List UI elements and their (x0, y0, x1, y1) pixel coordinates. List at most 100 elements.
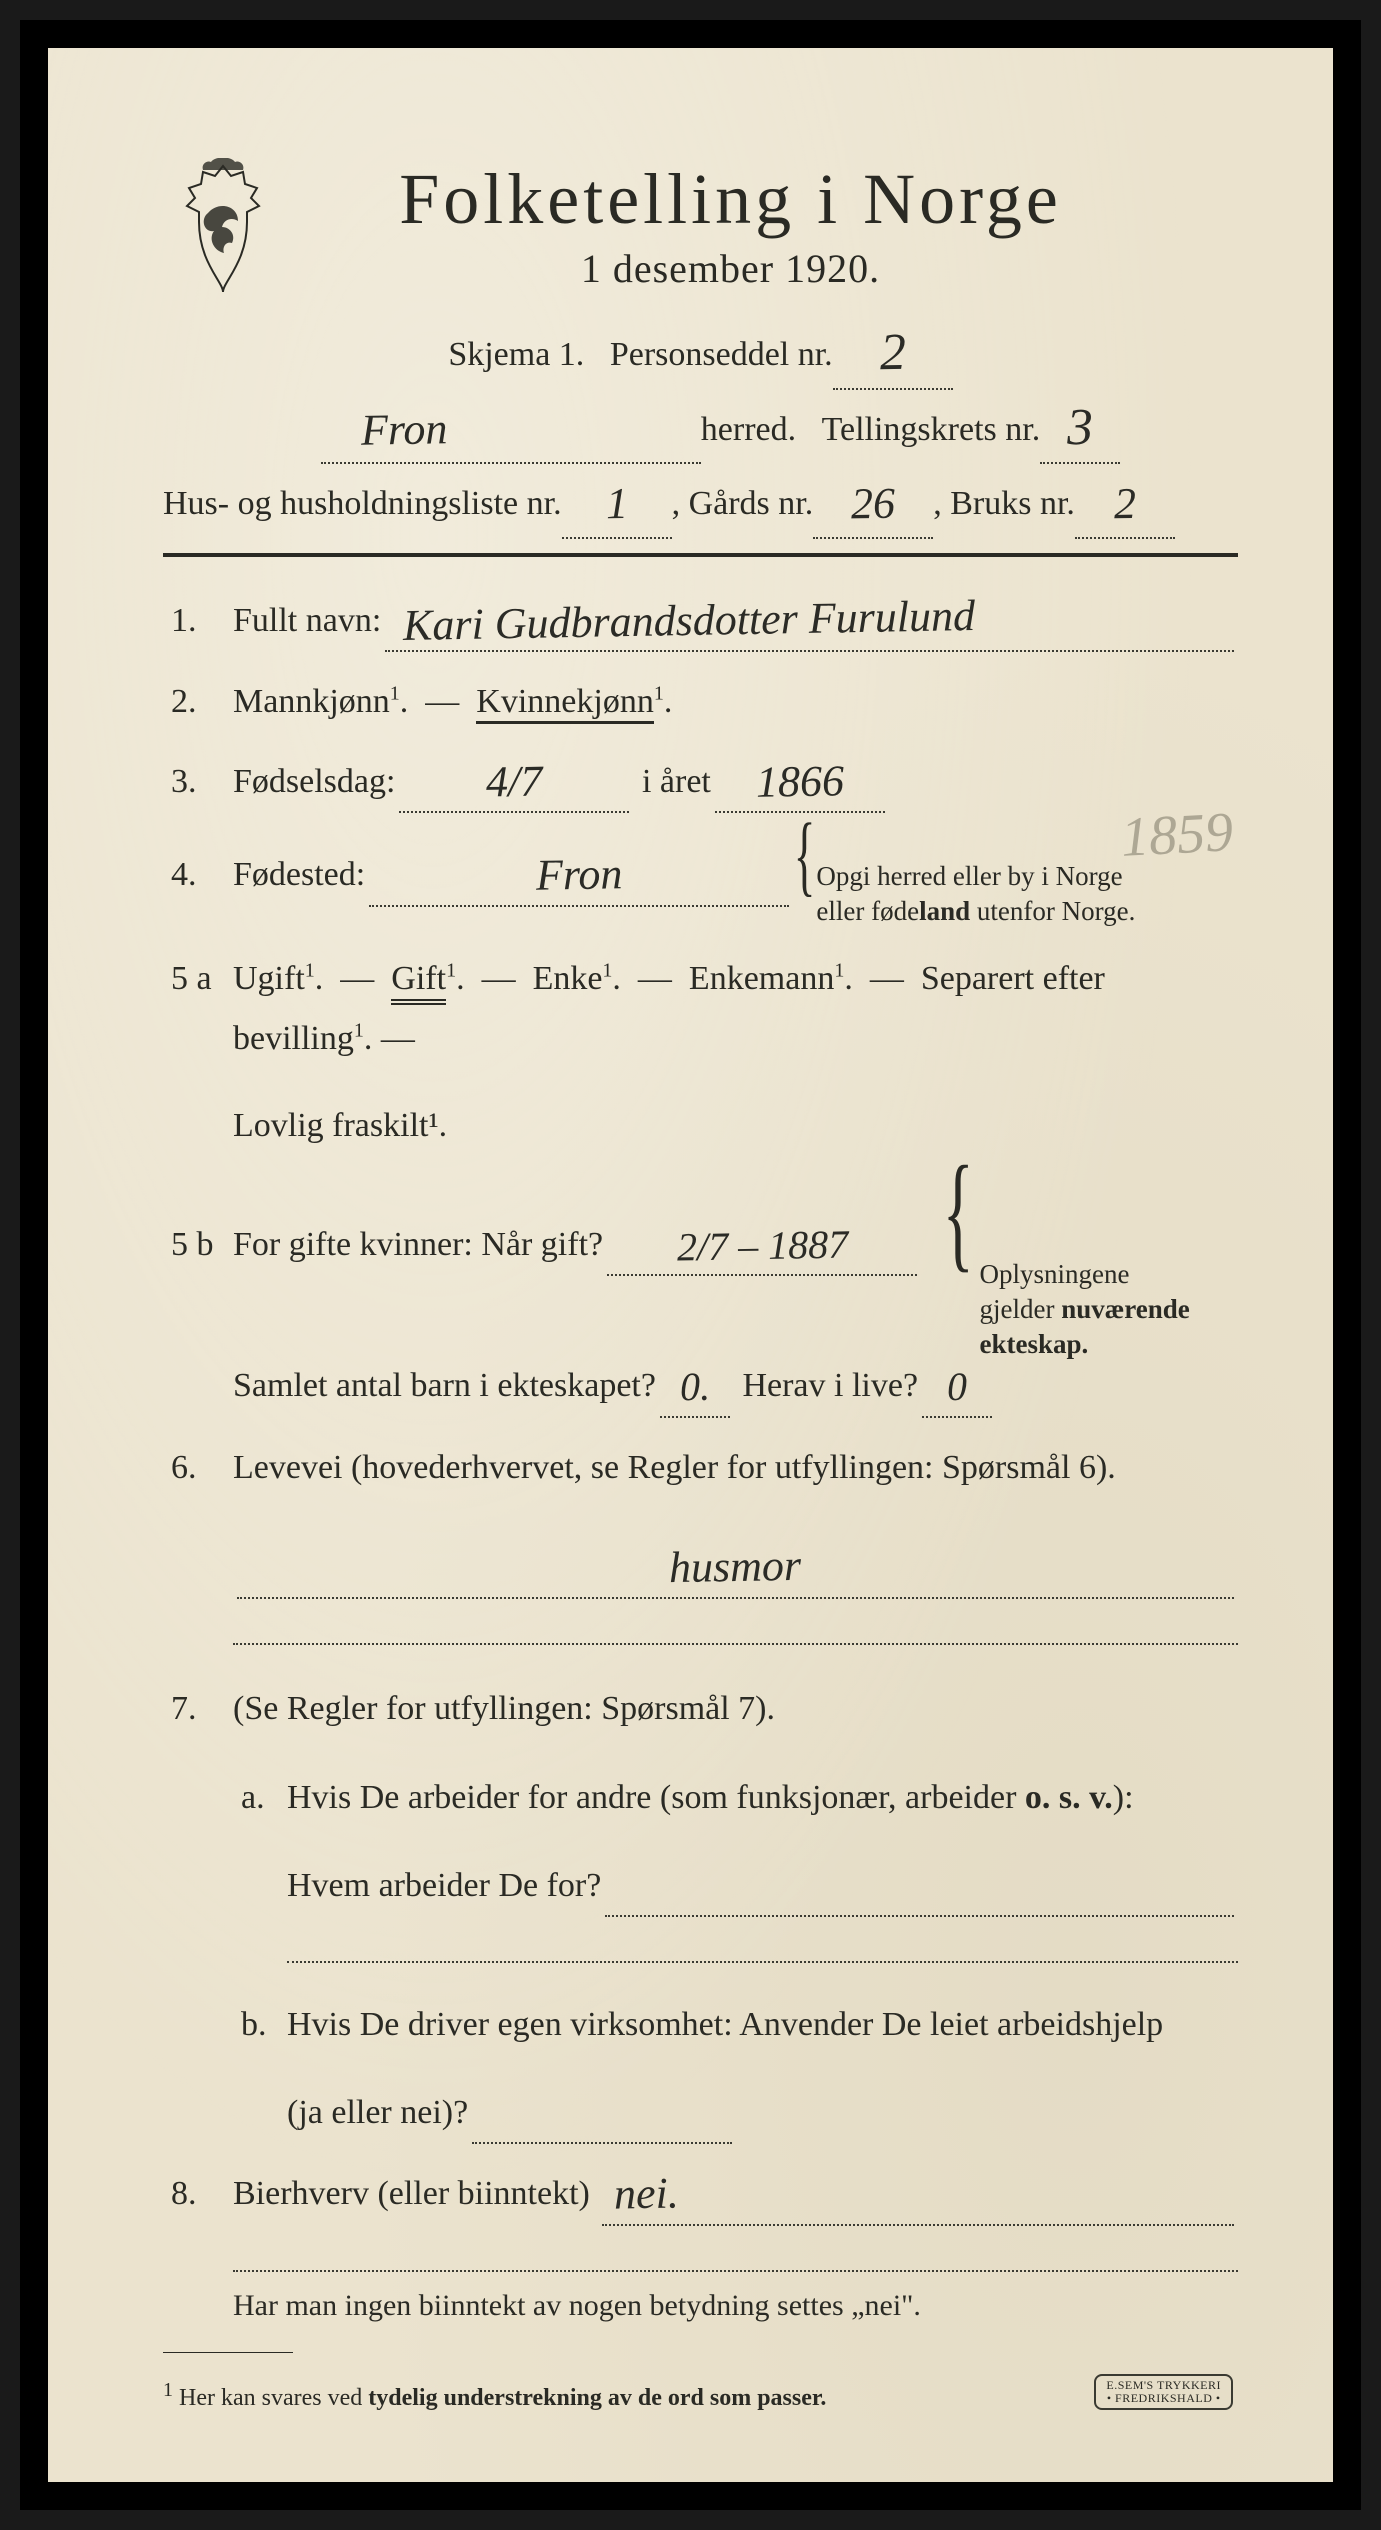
q4-note-a: Opgi herred eller by i Norge (816, 861, 1122, 891)
q5b-label-a: For gifte kvinner: Når gift? (233, 1215, 603, 1275)
husliste-row: Hus- og husholdningsliste nr. 1 , Gårds … (163, 472, 1238, 539)
footnote: 1 Her kan svares ved tydelig understrekn… (163, 2379, 1238, 2412)
husliste-value: 1 (605, 486, 628, 522)
q8-num: 8. (163, 2164, 233, 2224)
q5b-note: Oplysningene gjelder nuværende ekteskap. (980, 1257, 1190, 1362)
document-title: Folketelling i Norge (323, 158, 1138, 241)
q5a-content: Ugift1. — Gift1. — Enke1. — Enkemann1. —… (233, 949, 1238, 1156)
q3-row: 3. Fødselsdag: 4/7 i året 1866 (163, 752, 1238, 814)
q5b-note-c: ekteskap. (980, 1329, 1089, 1359)
q8-content: Bierhverv (eller biinntekt) nei. Har man… (233, 2164, 1238, 2332)
gards-value: 26 (851, 486, 896, 522)
q5b-label-b: Samlet antal barn i ekteskapet? (233, 1356, 656, 1416)
q5a-line2: Lovlig fraskilt¹. (233, 1096, 1238, 1156)
q3-day-value: 4/7 (486, 763, 543, 799)
q5b-when-field: 2/7 – 1887 (607, 1215, 917, 1277)
brace-icon: { (943, 1180, 974, 1245)
q4-content: Fødested: Fron { Opgi herred eller by i … (233, 833, 1238, 929)
q5b-total-field: 0. (660, 1356, 730, 1418)
q7b-field (472, 2083, 732, 2145)
q7b-label: Hvis De driver egen virksomhet: Anvender… (287, 2006, 1163, 2043)
q8-note: Har man ingen biinntekt av nogen betydni… (233, 2280, 1238, 2333)
crest-svg (163, 158, 283, 303)
husliste-label: Hus- og husholdningsliste nr. (163, 472, 562, 537)
gards-label: , Gårds nr. (672, 472, 814, 537)
q6-content: Levevei (hovederhvervet, se Regler for u… (233, 1438, 1238, 1653)
q3-year-value: 1866 (756, 763, 845, 800)
herred-row: Fron herred. Tellingskrets nr. 3 (163, 398, 1238, 465)
q7a-letter: a. (233, 1768, 287, 1828)
q7a-blank-line (287, 1961, 1238, 1963)
bruks-field: 2 (1075, 472, 1175, 539)
printer-line1: E.SEM'S TRYKKERI (1106, 2379, 1221, 2392)
q7-label: (Se Regler for utfyllingen: Spørsmål 7). (233, 1690, 775, 1727)
brace-icon: { (794, 833, 816, 878)
q5a-num: 5 a (163, 949, 233, 1009)
q5b-content: For gifte kvinner: Når gift? 2/7 – 1887 … (233, 1180, 1238, 1418)
q6-label: Levevei (hovederhvervet, se Regler for u… (233, 1449, 1116, 1486)
q7b-letter: b. (233, 1995, 287, 2055)
tellingskrets-label: Tellingskrets nr. (822, 398, 1041, 463)
q4-num: 4. (163, 845, 233, 905)
q2-row: 2. Mannkjønn1. — Kvinnekjønn1. (163, 672, 1238, 732)
q1-label: Fullt navn: (233, 591, 381, 651)
q5b-alive-field: 0 (922, 1356, 992, 1418)
scan-frame: Folketelling i Norge 1 desember 1920. Sk… (20, 20, 1361, 2510)
q4-row: 4. Fødested: Fron { Opgi herred eller by… (163, 833, 1238, 929)
q3-content: Fødselsdag: 4/7 i året 1866 (233, 752, 1238, 814)
q8-blank-line (233, 2270, 1238, 2272)
q5b-alive-value: 0 (947, 1371, 968, 1403)
q5b-note-b: gjelder nuværende (980, 1294, 1190, 1324)
header-rule (163, 553, 1238, 557)
q7a-label: Hvis De arbeider for andre (som funksjon… (287, 1779, 1134, 1816)
q5b-total-value: 0. (680, 1371, 711, 1404)
q1-value: Kari Gudbrandsdotter Furulund (403, 598, 976, 643)
q8-label: Bierhverv (eller biinntekt) (233, 2164, 590, 2224)
q1-row: 1. Fullt navn: Kari Gudbrandsdotter Furu… (163, 591, 1238, 653)
personseddel-field: 2 (833, 323, 953, 390)
q3-year-field: 1866 (715, 752, 885, 814)
q5b-when-value: 2/7 – 1887 (676, 1228, 848, 1263)
pencil-margin-note: 1859 (1119, 800, 1234, 870)
q4-field: Fron (369, 845, 789, 907)
national-crest-icon (163, 158, 283, 303)
q7-row: 7. (Se Regler for utfyllingen: Spørsmål … (163, 1679, 1238, 2145)
q5b-note-a: Oplysningene (980, 1259, 1130, 1289)
q8-field: nei. (602, 2164, 1234, 2226)
gards-field: 26 (813, 472, 933, 539)
footnote-rule (163, 2352, 293, 2353)
q2-option-male: Mannkjønn (233, 683, 390, 720)
herred-label: herred. (701, 398, 796, 463)
personseddel-value: 2 (879, 332, 906, 374)
herred-field: Fron (321, 398, 701, 465)
bruks-label: , Bruks nr. (933, 472, 1075, 537)
q4-value: Fron (536, 857, 623, 894)
q1-field: Kari Gudbrandsdotter Furulund (385, 591, 1234, 653)
q8-value: nei. (614, 2176, 679, 2212)
q6-value: husmor (669, 1548, 802, 1585)
q2-option-female: Kvinnekjønn (476, 683, 654, 724)
q6-num: 6. (163, 1438, 233, 1498)
title-block: Folketelling i Norge 1 desember 1920. (323, 158, 1238, 292)
q3-label-a: Fødselsdag: (233, 752, 395, 812)
q5a-row: 5 a Ugift1. — Gift1. — Enke1. — Enkemann… (163, 949, 1238, 1156)
q4-label: Fødested: (233, 845, 365, 905)
q1-num: 1. (163, 591, 233, 651)
q5b-num: 5 b (163, 1215, 233, 1275)
q3-num: 3. (163, 752, 233, 812)
herred-value: Fron (360, 411, 447, 448)
q5b-row: 5 b For gifte kvinner: Når gift? 2/7 – 1… (163, 1180, 1238, 1418)
questions: 1. Fullt navn: Kari Gudbrandsdotter Furu… (163, 591, 1238, 2332)
document-subtitle: 1 desember 1920. (323, 245, 1138, 292)
printer-stamp: E.SEM'S TRYKKERI • FREDRIKSHALD • (1094, 2374, 1233, 2410)
q1-content: Fullt navn: Kari Gudbrandsdotter Furulun… (233, 591, 1238, 653)
husliste-field: 1 (562, 472, 672, 539)
printer-line2: • FREDRIKSHALD • (1106, 2392, 1221, 2405)
q7-num: 7. (163, 1679, 233, 1739)
q7b-question: (ja eller nei)? (287, 2083, 468, 2143)
q7-content: (Se Regler for utfyllingen: Spørsmål 7).… (233, 1679, 1238, 2145)
q6-field: husmor (237, 1537, 1234, 1599)
q3-label-b: i året (642, 752, 711, 812)
q5a-selected: Gift (391, 960, 446, 1005)
schema-label: Skjema 1. (448, 323, 584, 388)
